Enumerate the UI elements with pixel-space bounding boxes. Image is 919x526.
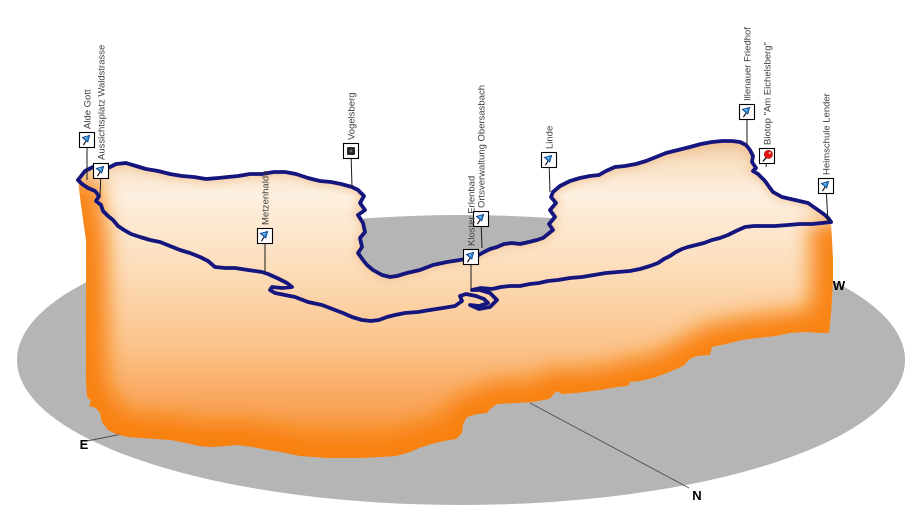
waypoint-flag-icon — [95, 165, 105, 177]
marker-label: Ortsverwaltung Obersasbach — [477, 85, 488, 208]
waypoint-flag-icon — [81, 134, 91, 146]
marker-aussichtsplatz-waldstrasse[interactable]: Aussichtsplatz Waldstrasse — [92, 45, 110, 197]
marker-metzenhalde[interactable]: Metzenhalde — [256, 171, 274, 272]
square-marker-icon — [347, 147, 355, 155]
marker-linde[interactable]: Linde — [540, 126, 558, 193]
marker-kloster-erlenbad[interactable]: Kloster Erlenbad — [462, 176, 480, 290]
compass-label-n: N — [692, 488, 701, 503]
compass-label-w: W — [833, 278, 846, 293]
marker-label: Vogelsberg — [347, 92, 358, 140]
marker-alde-gott[interactable]: Alde Gott — [78, 89, 96, 180]
waypoint-flag-icon — [475, 213, 485, 225]
track-line-outbound[interactable] — [76, 139, 833, 279]
marker-heimschule-lender[interactable]: Heimschule Lender — [817, 93, 835, 223]
marker-ortsverwaltung-obersasbach[interactable]: Ortsverwaltung Obersasbach — [472, 85, 490, 249]
marker-label: Metzenhalde — [261, 171, 272, 225]
marker-label: Alde Gott — [83, 89, 94, 129]
waypoint-flag-icon — [259, 230, 269, 242]
marker-vogelsberg[interactable]: Vogelsberg — [342, 92, 360, 188]
waypoint-flag-icon — [543, 154, 553, 166]
marker-label: Linde — [545, 126, 556, 149]
waypoint-flag-icon — [820, 180, 830, 192]
marker-label: Biotop "Am Eichelsberg" — [763, 42, 774, 145]
pushpin-icon — [762, 150, 773, 162]
marker-label: Aussichtsplatz Waldstrasse — [97, 45, 108, 160]
compass-axis-line-1 — [529, 402, 690, 489]
compass-label-e: E — [80, 437, 89, 452]
waypoint-flag-icon — [741, 106, 751, 118]
track-line-return[interactable] — [76, 178, 833, 323]
marker-illenauer-friedhof[interactable]: Illenauer Friedhof — [738, 27, 756, 145]
marker-label: Kloster Erlenbad — [467, 176, 478, 246]
marker-label: Illenauer Friedhof — [743, 27, 754, 101]
marker-label: Heimschule Lender — [822, 93, 833, 175]
waypoint-flag-icon — [465, 251, 475, 263]
marker-biotop-am-eichelsberg[interactable]: Biotop "Am Eichelsberg" — [758, 42, 776, 168]
